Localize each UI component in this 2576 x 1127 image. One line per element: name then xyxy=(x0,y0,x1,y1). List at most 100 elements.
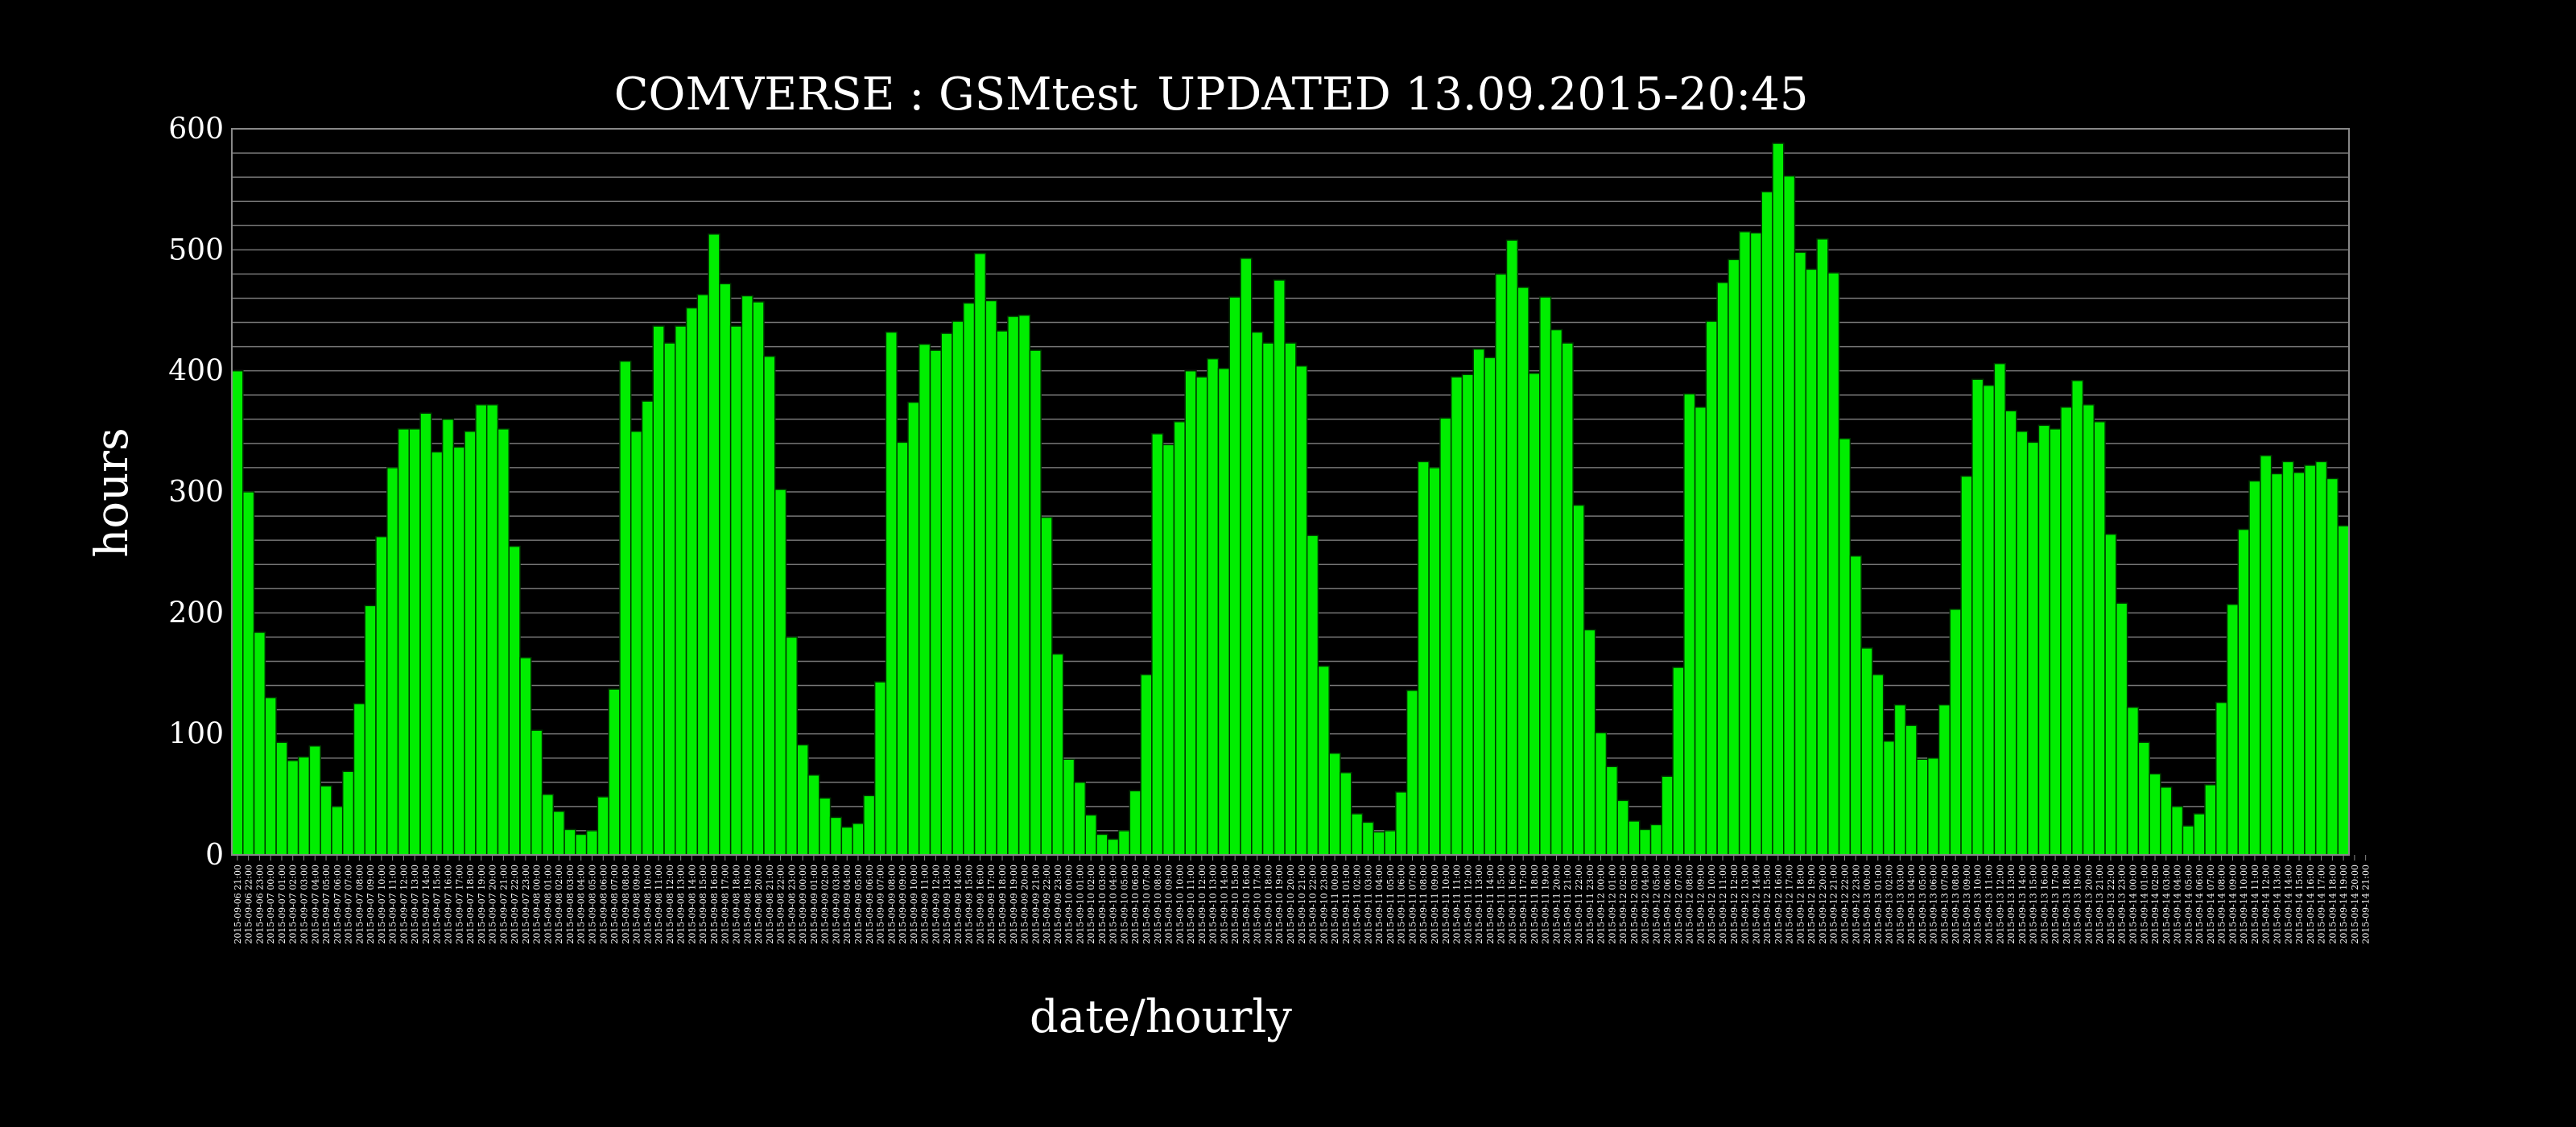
bar xyxy=(752,301,765,856)
x-tick-label: 2015-09-09 19:00 xyxy=(1009,865,1019,944)
x-tick-label: 2015-09-10 23:00 xyxy=(1319,865,1329,944)
bar xyxy=(2037,424,2050,856)
bar xyxy=(1384,830,1397,856)
x-tick-label: 2015-09-11 21:00 xyxy=(1563,865,1573,944)
bar xyxy=(1251,331,1264,856)
x-tick-label: 2015-09-09 06:00 xyxy=(865,865,875,944)
bar xyxy=(2314,460,2328,856)
bar xyxy=(1561,342,1574,856)
x-tick-label: 2015-09-08 11:00 xyxy=(654,865,664,944)
bar xyxy=(1107,838,1120,856)
x-tick-label: 2015-09-07 11:00 xyxy=(388,865,398,944)
bar xyxy=(364,605,377,856)
bars-group xyxy=(231,142,2350,856)
x-tick-label: 2015-09-07 15:00 xyxy=(432,865,443,944)
bar xyxy=(685,307,699,856)
bar xyxy=(652,325,665,856)
x-tick-label: 2015-09-11 08:00 xyxy=(1418,865,1429,944)
x-tick-label: 2015-09-12 05:00 xyxy=(1651,865,1662,944)
bar xyxy=(1716,282,1729,856)
bar xyxy=(2104,533,2117,856)
bar xyxy=(1993,362,2006,856)
x-tick-label: 2015-09-08 13:00 xyxy=(676,865,687,944)
x-tick-label: 2015-09-12 16:00 xyxy=(1773,865,1784,944)
bar xyxy=(386,467,399,856)
bar xyxy=(1893,704,1906,856)
x-tick-label: 2015-09-12 23:00 xyxy=(1851,865,1861,944)
bar xyxy=(331,806,344,856)
x-tick-label: 2015-09-10 00:00 xyxy=(1064,865,1075,944)
bar xyxy=(1539,296,1552,856)
x-tick-label: 2015-09-10 06:00 xyxy=(1130,865,1141,944)
x-tick-label: 2015-09-13 08:00 xyxy=(1951,865,1961,944)
x-tick-label: 2015-09-14 12:00 xyxy=(2261,865,2272,944)
x-tick-label: 2015-09-08 15:00 xyxy=(698,865,708,944)
bar xyxy=(2226,604,2240,856)
x-tick-label: 2015-09-06 22:00 xyxy=(244,865,254,944)
x-tick-label: 2015-09-10 14:00 xyxy=(1219,865,1229,944)
x-tick-label: 2015-09-07 06:00 xyxy=(332,865,343,944)
x-tick-label: 2015-09-09 04:00 xyxy=(842,865,852,944)
x-tick-label: 2015-09-07 21:00 xyxy=(498,865,509,944)
x-tick-label: 2015-09-09 15:00 xyxy=(964,865,975,944)
x-tick-label: 2015-09-13 01:00 xyxy=(1873,865,1884,944)
x-tick-label: 2015-09-09 13:00 xyxy=(942,865,952,944)
bar xyxy=(2260,455,2273,856)
x-tick-label: 2015-09-14 10:00 xyxy=(2239,865,2249,944)
x-tick-label: 2015-09-08 09:00 xyxy=(632,865,642,944)
x-tick-label: 2015-09-08 20:00 xyxy=(753,865,764,944)
bar xyxy=(1395,791,1408,856)
x-tick-label: 2015-09-12 15:00 xyxy=(1762,865,1773,944)
x-tick-label: 2015-09-11 05:00 xyxy=(1385,865,1396,944)
bar xyxy=(852,823,865,856)
x-tick-label: 2015-09-07 10:00 xyxy=(377,865,387,944)
bar xyxy=(1949,609,1962,856)
x-tick-label: 2015-09-10 07:00 xyxy=(1141,865,1152,944)
x-tick-label: 2015-09-08 18:00 xyxy=(732,865,742,944)
x-tick-label: 2015-09-14 08:00 xyxy=(2217,865,2227,944)
bar xyxy=(1938,704,1951,856)
bar xyxy=(1129,790,1141,856)
x-tick-label: 2015-09-09 03:00 xyxy=(831,865,841,944)
x-tick-label: 2015-09-09 23:00 xyxy=(1053,865,1063,944)
bar xyxy=(1195,376,1208,856)
bar xyxy=(1494,273,1508,856)
x-tick-label: 2015-09-07 19:00 xyxy=(477,865,487,944)
bar xyxy=(2026,441,2040,856)
x-tick-label: 2015-09-07 20:00 xyxy=(488,865,498,944)
bar xyxy=(1328,752,1341,856)
bar xyxy=(1738,231,1752,856)
bar xyxy=(1051,653,1064,856)
x-tick-label: 2015-09-08 19:00 xyxy=(742,865,753,944)
bar xyxy=(1971,378,1984,856)
bar xyxy=(1694,407,1707,856)
x-tick-label: 2015-09-14 03:00 xyxy=(2161,865,2172,944)
x-tick-label: 2015-09-13 21:00 xyxy=(2095,865,2105,944)
bar xyxy=(552,811,565,856)
x-tick-label: 2015-09-08 05:00 xyxy=(588,865,598,944)
bar xyxy=(1029,349,1042,856)
bar xyxy=(1484,357,1496,856)
bar xyxy=(1373,831,1385,856)
x-tick-label: 2015-09-07 02:00 xyxy=(288,865,299,944)
bar xyxy=(896,441,909,856)
y-axis-label: hours xyxy=(86,427,138,557)
bar xyxy=(1206,357,1220,856)
bar xyxy=(696,294,709,856)
bar xyxy=(807,774,820,856)
bar xyxy=(320,785,332,856)
x-tick-label: 2015-09-14 05:00 xyxy=(2183,865,2194,944)
bar xyxy=(973,253,987,856)
bar xyxy=(1728,258,1740,856)
x-tick-label: 2015-09-13 07:00 xyxy=(1939,865,1950,944)
bar xyxy=(1550,328,1563,856)
bar xyxy=(1649,824,1663,856)
y-tick-label: 500 xyxy=(168,233,224,266)
x-tick-label: 2015-09-12 04:00 xyxy=(1641,865,1651,944)
x-tick-label: 2015-09-07 18:00 xyxy=(465,865,476,944)
bar xyxy=(1772,142,1785,856)
bar xyxy=(985,299,997,856)
x-axis-label: date/hourly xyxy=(1030,991,1292,1043)
bar xyxy=(2281,460,2294,856)
